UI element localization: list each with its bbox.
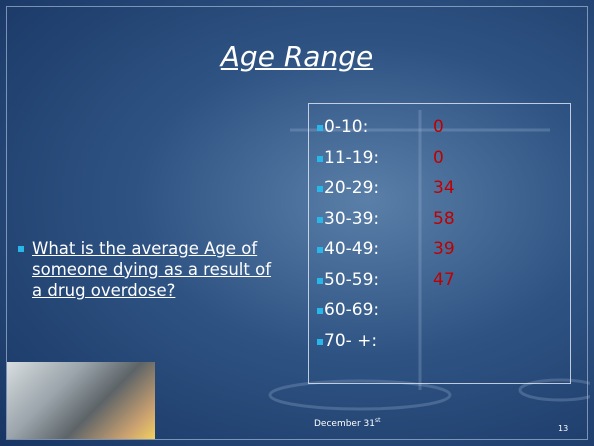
count: 0 — [433, 117, 444, 137]
age-range: 30-39: — [324, 208, 380, 229]
photo — [7, 362, 155, 439]
bullet — [317, 155, 323, 162]
question: What is the average Age of someone dying… — [32, 239, 272, 300]
age-range: 60-69: — [324, 300, 380, 320]
count: 58 — [433, 208, 455, 229]
slide-title: Age Range — [220, 40, 374, 73]
bullet — [317, 338, 323, 345]
list-box: 0-10: 0 11-19: 0 20-29: 34 30-39: 58 40-49: 39 50-… — [308, 103, 571, 384]
age-range: 70- +: — [324, 330, 378, 351]
age-range: 20-29: — [324, 178, 380, 198]
scales-watermark — [268, 110, 590, 411]
bullet — [317, 247, 323, 253]
count: 34 — [433, 178, 455, 198]
date-suffix: st — [374, 417, 381, 424]
frame — [6, 6, 588, 440]
count: 47 — [433, 269, 455, 290]
count: 39 — [433, 239, 455, 259]
age-range: 0-10: — [324, 117, 369, 137]
count: 0 — [433, 147, 444, 168]
age-range: 50-59: — [324, 269, 380, 290]
bullet — [317, 277, 323, 284]
bullet — [317, 125, 323, 131]
bullet — [317, 308, 323, 314]
age-range: 11-19: — [324, 147, 380, 168]
bullet — [317, 216, 323, 223]
age-range: 40-49: — [324, 239, 380, 259]
footer-date: December 31st — [314, 417, 380, 429]
page-number: 13 — [558, 424, 569, 433]
bullet — [317, 186, 323, 192]
date: December 31 — [314, 419, 375, 429]
bullet — [18, 246, 24, 252]
